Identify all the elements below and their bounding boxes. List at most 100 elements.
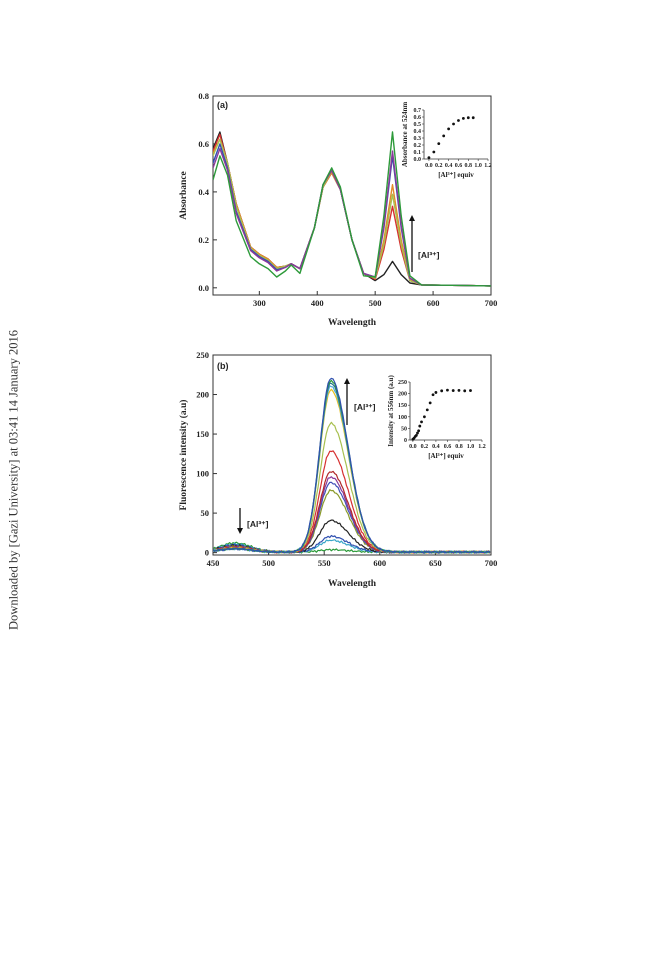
- fl-inset-xtick-label: 1.2: [478, 444, 486, 450]
- abs-inset-point: [457, 119, 460, 122]
- abs-inset-point: [471, 116, 475, 120]
- fl-ytick-label: 0: [205, 548, 209, 558]
- abs-ytick-label: 0.8: [198, 91, 209, 101]
- fl-inset-ytick-label: 100: [398, 415, 407, 421]
- fl-inset-point: [425, 408, 429, 412]
- fl-inset-ytick-label: 0: [404, 438, 407, 444]
- abs-frame: [212, 95, 492, 296]
- fl-inset-point: [463, 389, 467, 393]
- abs-inset-point: [442, 134, 446, 138]
- abs-inset-point: [466, 116, 470, 120]
- abs-xlabel: Wavelength: [328, 318, 377, 328]
- abs-series-line: [213, 131, 491, 287]
- fl-inset-xlabel: [Al³⁺] equiv: [428, 452, 464, 460]
- fl-frame: [212, 354, 492, 556]
- abs-ytick-label: 0.0: [198, 283, 209, 293]
- fl-series-line: [213, 470, 491, 554]
- fl-panel-label: (b): [217, 361, 229, 371]
- fl-inset-ytick-label: 250: [398, 380, 407, 386]
- fl-inset-xtick-label: 1.0: [467, 444, 475, 450]
- fl-inset-point: [446, 388, 449, 392]
- abs-inset-ytick-label: 0.3: [414, 136, 422, 142]
- abs-ylabel: Absorbance: [179, 171, 189, 220]
- abs-series-line: [213, 131, 491, 287]
- abs-inset-point: [427, 156, 431, 160]
- abs-ytick-label: 0.4: [198, 187, 209, 197]
- fl-inset-point: [428, 401, 432, 405]
- fl-inset-point: [434, 391, 438, 394]
- abs-annotation: [Al³⁺]: [418, 250, 440, 260]
- fl-inset-point: [457, 388, 461, 392]
- fl-series-line: [213, 377, 491, 554]
- abs-panel-label: (a): [217, 100, 228, 110]
- abs-inset-point: [452, 122, 455, 126]
- absorbance-panel: 300 400 500 600 7000.00.20.40.60.8(a)Wavelen…: [179, 91, 497, 328]
- fl-ylabel: Fluorescence intensity (a.u): [178, 400, 189, 511]
- abs-inset-xtick-label: 1.2: [484, 163, 492, 169]
- abs-inset-ytick-label: 0.2: [414, 143, 422, 149]
- abs-arrow-head: [409, 215, 415, 221]
- abs-xtick-label: 600: [427, 298, 440, 308]
- fl-xlabel: Wavelength: [328, 579, 377, 589]
- fl-arrow-down-head: [237, 528, 243, 534]
- abs-inset-xtick-label: 0.6: [455, 163, 463, 169]
- abs-inset-xtick-label: 0.0: [425, 163, 433, 169]
- fl-inset-ytick-label: 150: [398, 403, 407, 409]
- fl-ytick-label: 50: [201, 508, 210, 518]
- fl-inset-point: [440, 389, 444, 393]
- fl-inset-ylabel: Intensity at 556nm (a.u): [387, 375, 395, 447]
- fl-inset-point: [418, 424, 422, 428]
- fl-ytick-label: 100: [196, 469, 209, 479]
- abs-inset-point: [461, 117, 465, 120]
- fl-series-line: [213, 421, 491, 554]
- fl-ytick-label: 250: [196, 350, 209, 360]
- fl-inset-xtick-label: 0.0: [409, 444, 417, 450]
- fl-annotation-up: [Al³⁺]: [354, 402, 376, 412]
- abs-inset-point: [437, 142, 441, 146]
- fl-inset-xtick-label: 0.8: [455, 444, 463, 450]
- abs-inset-xtick-label: 1.0: [474, 163, 482, 169]
- fl-ytick-label: 200: [196, 390, 209, 400]
- abs-xtick-label: 500: [369, 298, 382, 308]
- fl-inset-xtick-label: 0.2: [421, 444, 429, 450]
- fl-inset-ytick-label: 200: [398, 392, 407, 398]
- fl-inset-xtick-label: 0.4: [432, 444, 440, 450]
- abs-inset-ytick-label: 0.7: [414, 108, 422, 114]
- abs-inset-ytick-label: 0.0: [414, 157, 422, 163]
- abs-inset-ytick-label: 0.6: [414, 115, 422, 121]
- abs-inset-xtick-label: 0.4: [445, 163, 453, 169]
- abs-inset-point: [432, 150, 436, 154]
- fl-xtick-label: 650: [429, 558, 442, 568]
- fl-inset-point: [431, 393, 435, 397]
- abs-inset-ylabel: Absorbance at 524nm: [401, 102, 409, 168]
- fl-xtick-label: 550: [318, 558, 331, 568]
- abs-inset-ytick-label: 0.1: [414, 150, 422, 156]
- fl-arrow-up-head: [344, 378, 350, 384]
- fl-series-line: [213, 481, 491, 554]
- abs-inset-ytick-label: 0.5: [414, 122, 422, 128]
- abs-inset-xlabel: [Al³⁺] equiv: [438, 171, 474, 179]
- abs-series-line: [213, 133, 491, 287]
- abs-xtick-label: 700: [485, 298, 498, 308]
- fluorescence-panel: 450 500 550 600 650 700050100150200250(b)Wave…: [178, 350, 497, 589]
- fl-xtick-label: 600: [373, 558, 386, 568]
- fl-inset-point: [451, 389, 455, 392]
- fl-inset-point: [417, 429, 421, 433]
- abs-inset-xtick-label: 0.8: [465, 163, 473, 169]
- fl-xtick-label: 700: [485, 558, 498, 568]
- abs-series-line: [213, 148, 491, 287]
- abs-xtick-label: 300: [253, 298, 266, 308]
- fl-inset-point: [420, 420, 423, 424]
- abs-series-line: [213, 138, 491, 287]
- abs-ytick-label: 0.2: [198, 235, 209, 245]
- fl-inset-point: [469, 389, 472, 392]
- abs-xtick-label: 400: [311, 298, 324, 308]
- fl-inset-ytick-label: 50: [401, 426, 407, 432]
- fl-inset-point: [423, 415, 426, 419]
- abs-ytick-label: 0.6: [198, 139, 209, 149]
- fl-inset-point: [416, 431, 419, 435]
- fl-xtick-label: 500: [262, 558, 275, 568]
- fl-inset-point: [414, 433, 418, 437]
- fl-annotation-down: [Al³⁺]: [247, 519, 269, 529]
